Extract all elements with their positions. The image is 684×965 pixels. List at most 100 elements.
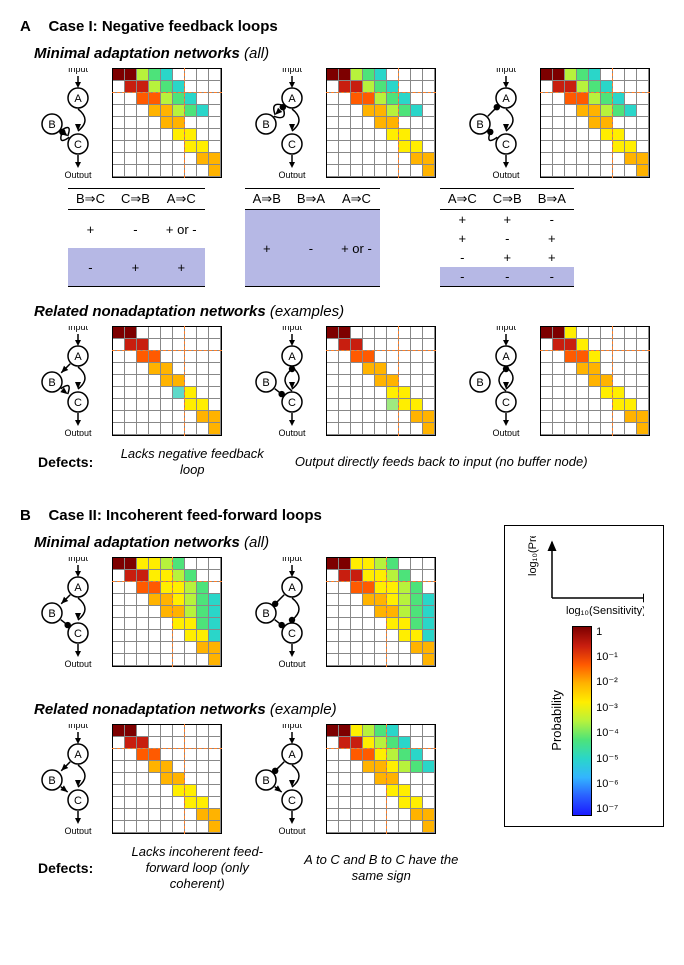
svg-text:Output: Output [64,826,92,834]
heatmap-b-n1 [112,724,222,834]
axis-diagram: log₁₀(Precision) log₁₀(Sensitivity) [524,536,644,616]
panel-b: B Case II: Incoherent feed-forward loops… [20,507,490,893]
svg-text:B: B [48,775,55,787]
svg-text:Output: Output [64,428,92,436]
panel-a-label: A [20,18,31,35]
a-minimal-paren: ((all)all) [244,45,269,62]
svg-text:A: A [502,351,510,363]
svg-text:C: C [74,139,82,151]
svg-text:C: C [288,795,296,807]
svg-text:C: C [502,139,510,151]
panel-b-label: B [20,507,31,524]
svg-text:Output: Output [278,428,306,436]
svg-text:Output: Output [278,659,306,667]
svg-text:Input: Input [496,326,517,332]
b-related-title: Related nonadaptation networks (example) [34,701,490,718]
svg-text:Output: Output [64,659,92,667]
net-a-m1: InputOutputABC [38,68,222,178]
network-diagram-b-n1: InputOutputABC [38,724,108,834]
panel-b-layout: B Case II: Incoherent feed-forward loops… [20,507,664,893]
heatmap-a-m2 [326,68,436,178]
heatmap-a-m3 [540,68,650,178]
panel-a: A Case I: Negative feedback loops Minima… [20,18,664,479]
a-defect-2: Output directly feeds back to input (no … [281,454,601,470]
net-a-n2: InputOutputABC [252,326,436,436]
svg-text:C: C [288,628,296,640]
a-defects-row: Defects: Lacks negative feedback loop Ou… [38,446,664,479]
b-related-row: Input Output A B C Input Output A B C [38,724,490,834]
probability-label: Probability [549,690,564,751]
svg-text:Input: Input [68,326,89,332]
a-related-title-text: Related nonadaptation networks [34,303,266,320]
b-related-title-text: Related nonadaptation networks [34,701,266,718]
legend-y-axis: log₁₀(Precision) [527,536,539,576]
net-b-m1: InputOutputABC [38,557,222,667]
svg-text:B: B [262,608,269,620]
svg-text:B: B [476,119,483,131]
svg-text:C: C [502,397,510,409]
b-minimal-title: Minimal adaptation networks (all) [34,534,490,551]
a-minimal-title: Minimal adaptation networks ((all)all) [34,45,664,62]
a-defects-label: Defects: [38,454,93,470]
svg-text:Input: Input [68,68,89,74]
b-defects-row: Defects: Lacks incoherent feed-forward l… [38,844,490,893]
b-related-paren: (example) [270,701,337,718]
svg-text:Input: Input [282,557,303,563]
network-diagram-b-n2: Input Output A B C [252,724,322,834]
legend-box: log₁₀(Precision) log₁₀(Sensitivity) Prob… [504,525,664,827]
a-defect-1: Lacks negative feedback loop [117,446,267,479]
svg-text:A: A [74,93,82,105]
network-diagram-a-m3: InputOutputABC [466,68,536,178]
svg-text:Input: Input [68,724,89,730]
svg-text:Input: Input [282,724,303,730]
svg-text:Input: Input [68,557,89,563]
net-b-m2: Input Output A B C [252,557,436,667]
color-bar [572,626,592,816]
case-b-title: Case II: Incoherent feed-forward loops [48,507,321,524]
a-related-title: Related nonadaptation networks (examples… [34,303,664,320]
sign-table-2: A⇒BB⇒AA⇒C+-+ or - [245,188,380,287]
svg-text:C: C [74,628,82,640]
svg-text:B: B [262,119,269,131]
net-b-n2: Input Output A B C [252,724,436,834]
net-a-n1: InputOutputABC [38,326,222,436]
case-a-title: Case I: Negative feedback loops [48,18,277,35]
sign-table-1: B⇒CC⇒BA⇒C+-+ or --++ [68,188,205,287]
b-defect-2: A to C and B to C have the same sign [291,852,471,885]
network-diagram-b-m1: InputOutputABC [38,557,108,667]
heatmap-a-n2 [326,326,436,436]
svg-text:B: B [48,608,55,620]
svg-text:A: A [288,351,296,363]
net-a-m2: Input Output A B C [252,68,436,178]
svg-text:Output: Output [278,826,306,834]
svg-text:Output: Output [492,428,520,436]
svg-text:A: A [502,93,510,105]
heatmap-b-n2 [326,724,436,834]
svg-text:A: A [288,93,296,105]
svg-text:B: B [262,775,269,787]
svg-text:Output: Output [492,170,520,178]
svg-text:B: B [476,377,483,389]
sign-table-3: A⇒CC⇒BB⇒A++-+-+-++--- [440,188,574,287]
heatmap-b-m2 [326,557,436,667]
svg-text:B: B [262,377,269,389]
svg-text:A: A [288,749,296,761]
a-related-row: Input Output A B C Input Output A B C Input Outpu… [38,326,664,436]
network-diagram-a-n3: Input Output A B C [466,326,536,436]
svg-text:Output: Output [278,170,306,178]
svg-text:C: C [288,139,296,151]
svg-text:B: B [48,119,55,131]
legend-x-axis: log₁₀(Sensitivity) [566,605,644,616]
network-diagram-a-n1: InputOutputABC [38,326,108,436]
heatmap-a-n3 [540,326,650,436]
net-a-m3: InputOutputABC [466,68,650,178]
svg-text:A: A [74,351,82,363]
network-diagram-a-m1: InputOutputABC [38,68,108,178]
colorbar-wrap: Probability 110⁻¹10⁻²10⁻³10⁻⁴10⁻⁵10⁻⁶10⁻… [549,626,619,816]
b-minimal-title-text: Minimal adaptation networks [34,534,240,551]
svg-text:Input: Input [282,326,303,332]
heatmap-b-m1 [112,557,222,667]
a-related-paren: (examples) [270,303,344,320]
svg-text:A: A [288,582,296,594]
svg-text:Input: Input [282,68,303,74]
